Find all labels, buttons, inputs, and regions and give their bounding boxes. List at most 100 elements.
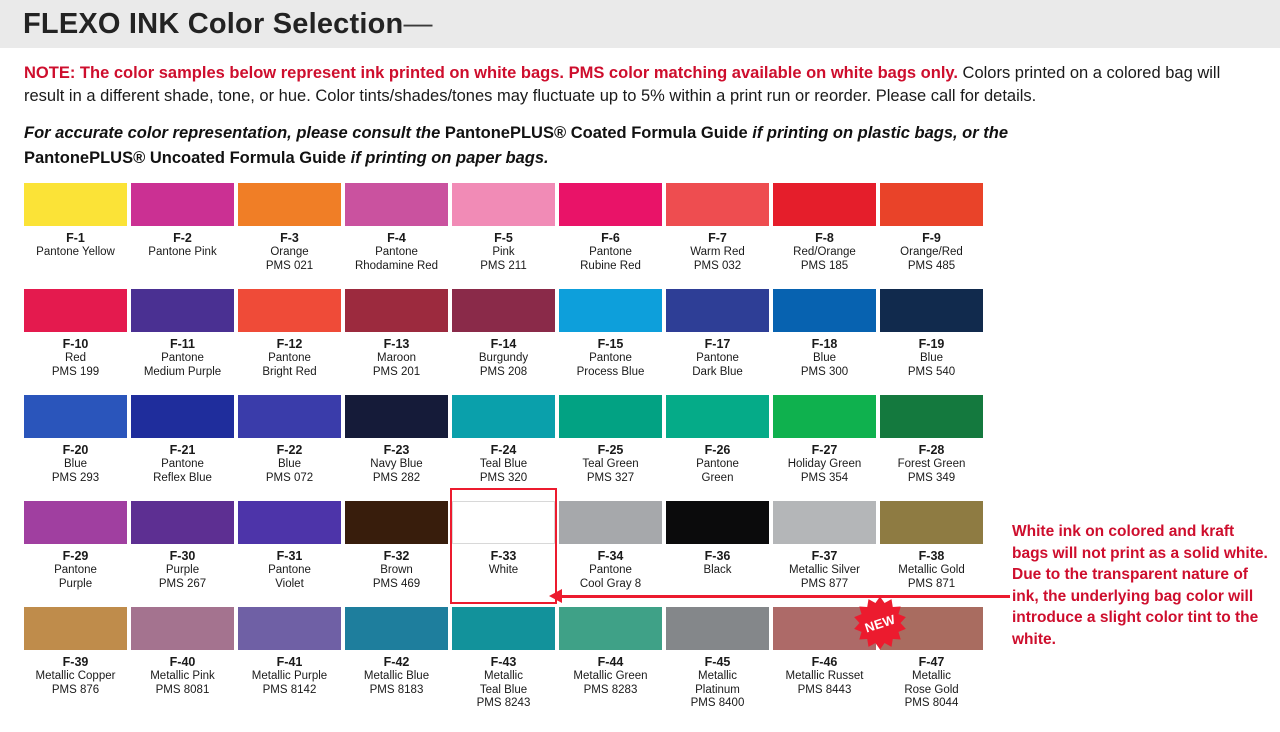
swatch-label: F-5 Pink PMS 211	[452, 231, 555, 273]
swatch-name-line: PMS 282	[372, 471, 421, 484]
color-swatch	[452, 501, 555, 544]
swatch-cell-f-41: F-41 Metallic Purple PMS 8142	[238, 607, 341, 713]
swatch-cell-f-1: F-1 Pantone Yellow	[24, 183, 127, 289]
note-red-text: NOTE: The color samples below represent …	[24, 64, 958, 82]
white-swatch-highlight-box	[450, 488, 557, 604]
swatch-cell-f-7: F-7 Warm Red PMS 032	[666, 183, 769, 289]
page-title: FLEXO INK Color Selection—	[0, 0, 1280, 48]
swatch-name-line: Blue	[63, 458, 88, 470]
swatch-name-line: Forest Green	[897, 458, 966, 470]
color-swatch	[666, 395, 769, 438]
swatch-name-line: Pantone	[696, 352, 739, 364]
color-swatch	[559, 183, 662, 226]
color-swatch	[773, 395, 876, 438]
swatch-label: F-22 Blue PMS 072	[238, 443, 341, 485]
swatch-name-line: Red/Orange	[793, 246, 856, 258]
color-swatch	[345, 289, 448, 332]
swatch-label: F-39 Metallic Copper PMS 876	[24, 655, 127, 697]
swatch-code: F-13	[383, 337, 410, 351]
swatch-label: F-10 Red PMS 199	[24, 337, 127, 379]
swatch-name-line: Pantone Yellow	[36, 246, 115, 258]
swatch-code: F-32	[383, 549, 410, 563]
color-swatch	[452, 289, 555, 332]
swatch-cell-f-31: F-31 Pantone Violet	[238, 501, 341, 607]
swatch-name-line: Green	[701, 471, 734, 484]
swatch-label: F-8 Red/Orange PMS 185	[773, 231, 876, 273]
swatch-code: F-15	[597, 337, 624, 351]
swatch-code: F-7	[708, 231, 727, 245]
swatch-label: F-11 Pantone Medium Purple	[131, 337, 234, 379]
color-swatch	[131, 501, 234, 544]
swatch-code: F-3	[280, 231, 299, 245]
swatch-name-line: Navy Blue	[370, 458, 423, 470]
swatch-code: F-1	[66, 231, 85, 245]
swatch-name-line: Metallic Gold	[898, 564, 965, 576]
color-swatch	[773, 183, 876, 226]
swatch-code: F-5	[494, 231, 513, 245]
swatch-name-line: Pantone	[161, 458, 204, 470]
color-swatch	[880, 501, 983, 544]
swatch-name-line: PMS 320	[479, 471, 528, 484]
swatch-name-line: PMS 208	[479, 365, 528, 378]
swatch-name-line: Metallic Blue	[363, 670, 430, 682]
swatch-name-line: Pantone	[589, 246, 632, 258]
swatch-label: F-47 Metallic Rose Gold PMS 8044	[880, 655, 983, 711]
color-swatch	[345, 501, 448, 544]
swatch-label: F-29 Pantone Purple	[24, 549, 127, 591]
swatch-name-line: Burgundy	[478, 352, 529, 364]
swatch-code: F-24	[490, 443, 517, 457]
swatch-cell-f-11: F-11 Pantone Medium Purple	[131, 289, 234, 395]
swatch-name-line: Blue	[812, 352, 837, 364]
swatch-label: F-44 Metallic Green PMS 8283	[559, 655, 662, 697]
swatch-label: F-17 Pantone Dark Blue	[666, 337, 769, 379]
swatch-name-line: PMS 8400	[690, 697, 745, 709]
color-swatch	[131, 395, 234, 438]
swatch-name-line: White	[488, 564, 519, 576]
swatch-label: F-28 Forest Green PMS 349	[880, 443, 983, 485]
swatch-name-line: Teal Blue	[479, 458, 528, 470]
swatch-name-line: Dark Blue	[692, 365, 743, 378]
swatch-name-line: Process Blue	[576, 365, 645, 378]
swatch-name-line: Pink	[492, 246, 515, 258]
swatch-cell-f-3: F-3 Orange PMS 021	[238, 183, 341, 289]
swatch-label: F-33 White	[452, 549, 555, 578]
swatch-name-line: PMS 8443	[797, 683, 852, 696]
color-swatch	[559, 289, 662, 332]
swatch-name-line: PMS 300	[800, 365, 849, 378]
guide-seg2-bold: PantonePLUS® Coated Formula Guide	[444, 124, 748, 142]
arrow-left-icon	[549, 589, 562, 603]
swatch-name-line: PMS 354	[800, 471, 849, 484]
swatch-code: F-10	[62, 337, 89, 351]
swatch-cell-f-24: F-24 Teal Blue PMS 320	[452, 395, 555, 501]
swatch-name-line: Holiday Green	[787, 458, 862, 470]
color-swatch	[345, 607, 448, 650]
swatch-code: F-40	[169, 655, 196, 669]
color-swatch	[24, 289, 127, 332]
guide-paragraph: For accurate color representation, pleas…	[24, 121, 1016, 171]
swatch-label: F-41 Metallic Purple PMS 8142	[238, 655, 341, 697]
swatch-name-line: Pantone	[268, 352, 311, 364]
swatch-grid: F-1 Pantone Yellow F-2 Pantone Pink F-3 Orang…	[24, 183, 983, 713]
swatch-cell-f-14: F-14 Burgundy PMS 208	[452, 289, 555, 395]
swatch-code: F-19	[918, 337, 945, 351]
swatch-code: F-38	[918, 549, 945, 563]
swatch-code: F-27	[811, 443, 838, 457]
swatch-code: F-31	[276, 549, 303, 563]
swatch-label: F-46 Metallic Russet PMS 8443	[773, 655, 876, 697]
swatch-cell-f-43: F-43 Metallic Teal Blue PMS 8243	[452, 607, 555, 713]
color-swatch	[131, 289, 234, 332]
swatch-code: F-22	[276, 443, 303, 457]
swatch-label: F-2 Pantone Pink	[131, 231, 234, 260]
swatch-name-line: Teal Green	[582, 458, 639, 470]
swatch-cell-f-12: F-12 Pantone Bright Red	[238, 289, 341, 395]
swatch-name-line: Rose Gold	[904, 683, 959, 696]
swatch-label: F-26 Pantone Green	[666, 443, 769, 485]
swatch-code: F-8	[815, 231, 834, 245]
color-swatch	[880, 289, 983, 332]
swatch-code: F-42	[383, 655, 410, 669]
swatch-name-line: PMS 349	[907, 471, 956, 484]
swatch-name-line: PMS 8243	[476, 697, 531, 709]
swatch-label: F-18 Blue PMS 300	[773, 337, 876, 379]
swatch-code: F-41	[276, 655, 303, 669]
color-swatch	[773, 501, 876, 544]
